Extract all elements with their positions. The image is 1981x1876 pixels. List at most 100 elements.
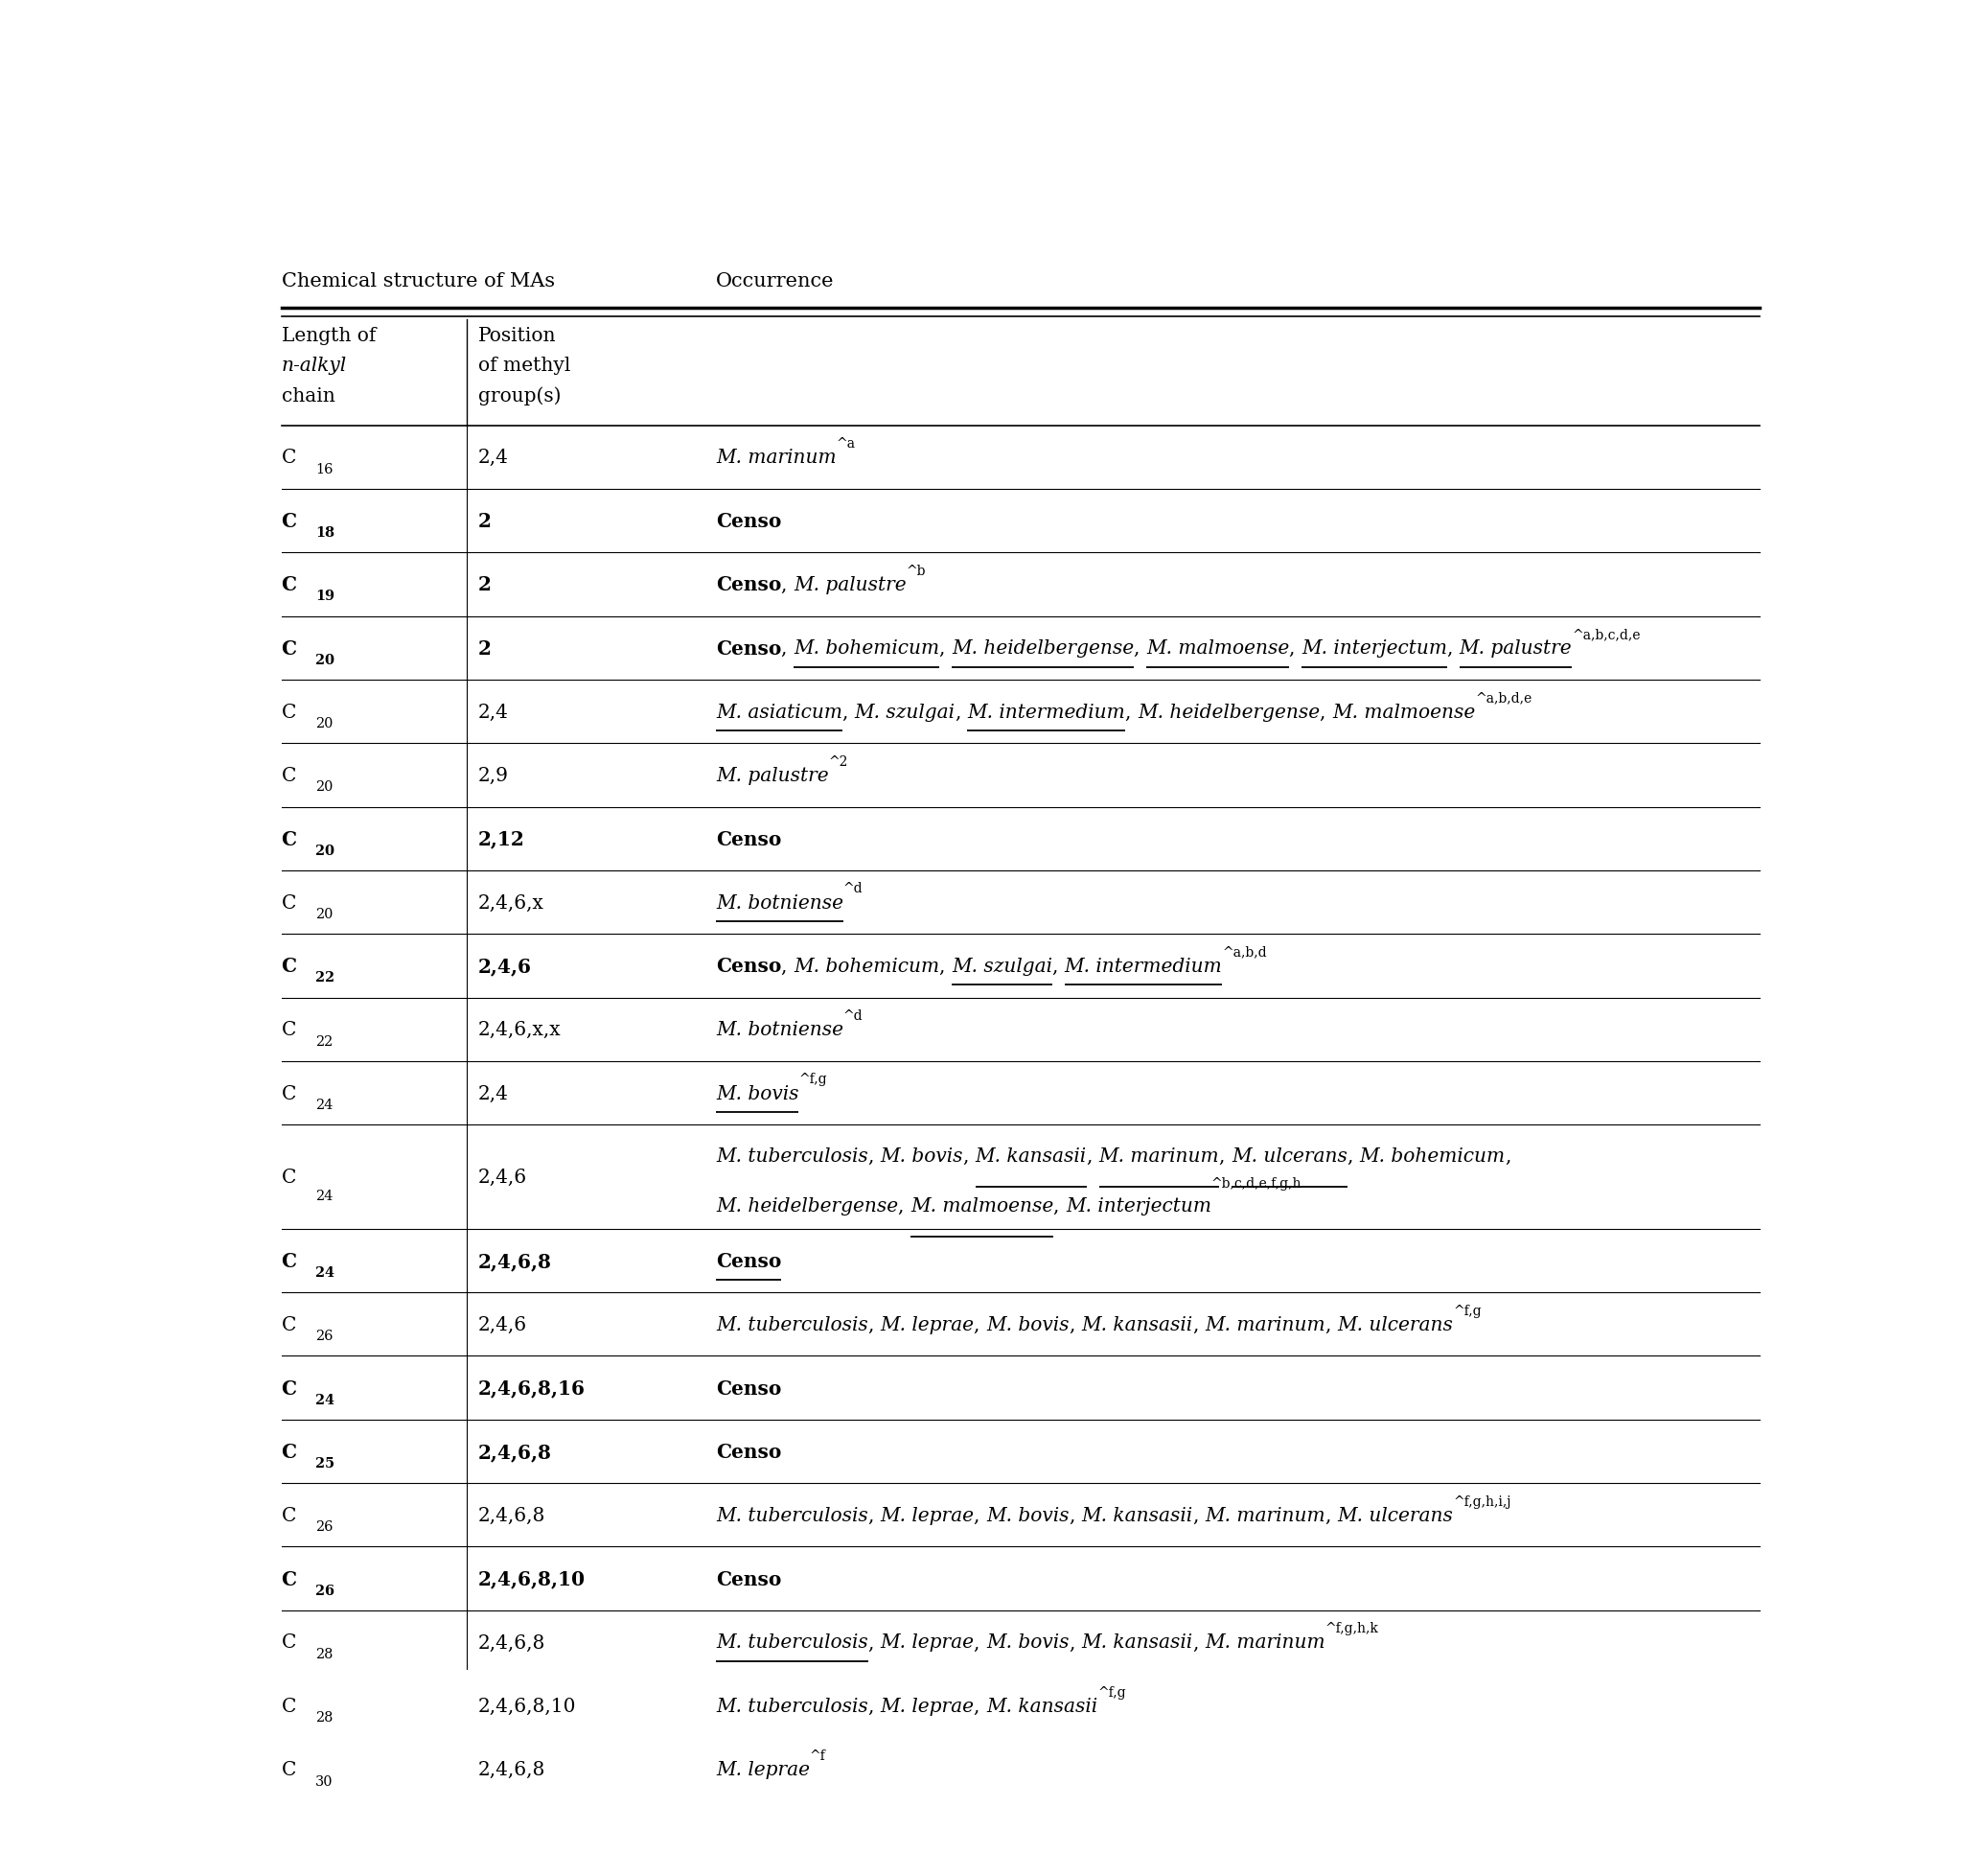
Text: M. leprae: M. leprae (880, 1506, 975, 1523)
Text: C: C (281, 576, 297, 595)
Text: M. leprae: M. leprae (880, 1696, 975, 1715)
Text: C: C (281, 1506, 295, 1523)
Text: M. malmoense: M. malmoense (1147, 640, 1290, 657)
Text: 20: 20 (315, 653, 335, 666)
Text: ,: , (939, 957, 951, 976)
Text: 2,4,6,8: 2,4,6,8 (477, 1506, 545, 1523)
Text: C: C (281, 704, 295, 720)
Text: 2,4: 2,4 (477, 1084, 509, 1103)
Text: ,: , (868, 1634, 880, 1651)
Text: Censo: Censo (715, 576, 781, 595)
Text: ,: , (1193, 1315, 1204, 1334)
Text: M. bovis: M. bovis (987, 1506, 1070, 1523)
Text: 2: 2 (477, 640, 491, 658)
Text: 2,4,6: 2,4,6 (477, 957, 531, 976)
Text: 2,4,6,8,10: 2,4,6,8,10 (477, 1696, 576, 1715)
Text: ,: , (1125, 704, 1137, 720)
Text: 24: 24 (315, 1392, 335, 1407)
Text: M. kansasii: M. kansasii (987, 1696, 1097, 1715)
Text: ,: , (1054, 1197, 1066, 1216)
Text: ^f,g: ^f,g (798, 1073, 828, 1086)
Text: 2,12: 2,12 (477, 829, 525, 848)
Text: ,: , (1070, 1506, 1082, 1523)
Text: M. marinum: M. marinum (1204, 1506, 1325, 1523)
Text: ^f: ^f (810, 1748, 826, 1762)
Text: 2: 2 (477, 512, 491, 531)
Text: ^f,g: ^f,g (1097, 1685, 1125, 1698)
Text: C: C (281, 1568, 297, 1589)
Text: M. tuberculosis: M. tuberculosis (715, 1506, 868, 1523)
Text: 20: 20 (315, 717, 333, 730)
Text: ,: , (868, 1506, 880, 1523)
Text: 2: 2 (477, 576, 491, 595)
Text: 25: 25 (315, 1456, 335, 1469)
Text: M. botniense: M. botniense (715, 1021, 844, 1039)
Text: C: C (281, 1696, 295, 1715)
Text: M. palustre: M. palustre (794, 576, 907, 595)
Text: 24: 24 (315, 1097, 333, 1111)
Text: ,: , (842, 704, 854, 720)
Text: M. interjectum: M. interjectum (1302, 640, 1446, 657)
Text: M. ulcerans: M. ulcerans (1232, 1146, 1347, 1165)
Text: Censo: Censo (715, 1443, 781, 1461)
Text: ,: , (1070, 1634, 1082, 1651)
Text: ,: , (781, 957, 794, 976)
Text: ,: , (1325, 1506, 1337, 1523)
Text: ,: , (975, 1315, 987, 1334)
Text: chain: chain (281, 386, 335, 405)
Text: C: C (281, 1315, 295, 1334)
Text: C: C (281, 1379, 297, 1398)
Text: M. palustre: M. palustre (715, 767, 828, 784)
Text: C: C (281, 829, 297, 848)
Text: C: C (281, 893, 295, 912)
Text: ^2: ^2 (828, 754, 848, 767)
Text: 2,9: 2,9 (477, 767, 509, 784)
Text: 2,4,6,8: 2,4,6,8 (477, 1251, 553, 1270)
Text: Occurrence: Occurrence (715, 272, 834, 291)
Text: M. marinum: M. marinum (1204, 1315, 1325, 1334)
Text: C: C (281, 957, 297, 976)
Text: 28: 28 (315, 1711, 333, 1724)
Text: ,: , (868, 1315, 880, 1334)
Text: M. tuberculosis: M. tuberculosis (715, 1696, 868, 1715)
Text: M. kansasii: M. kansasii (1082, 1634, 1193, 1651)
Text: Censo: Censo (715, 512, 781, 531)
Text: ,: , (939, 640, 951, 657)
Text: 2,4,6,x: 2,4,6,x (477, 893, 545, 912)
Text: M. palustre: M. palustre (1460, 640, 1573, 657)
Text: M. kansasii: M. kansasii (1082, 1506, 1193, 1523)
Text: ^f,g: ^f,g (1454, 1304, 1482, 1317)
Text: 2,4,6,8,10: 2,4,6,8,10 (477, 1568, 584, 1589)
Text: M. bovis: M. bovis (987, 1634, 1070, 1651)
Text: M. tuberculosis: M. tuberculosis (715, 1146, 868, 1165)
Text: ,: , (1347, 1146, 1359, 1165)
Text: 30: 30 (315, 1775, 333, 1788)
Text: ,: , (1070, 1315, 1082, 1334)
Text: M. bohemicum: M. bohemicum (1359, 1146, 1506, 1165)
Text: ,: , (1133, 640, 1147, 657)
Text: Chemical structure of MAs: Chemical structure of MAs (281, 272, 555, 291)
Text: Length of: Length of (281, 326, 376, 345)
Text: 19: 19 (315, 589, 335, 602)
Text: ,: , (955, 704, 967, 720)
Text: ,: , (1319, 704, 1331, 720)
Text: 28: 28 (315, 1647, 333, 1660)
Text: 20: 20 (315, 844, 335, 857)
Text: ,: , (1506, 1146, 1512, 1165)
Text: M. heidelbergense: M. heidelbergense (951, 640, 1133, 657)
Text: M. marinum: M. marinum (1204, 1634, 1325, 1651)
Text: C: C (281, 1760, 295, 1778)
Text: Censo: Censo (715, 640, 781, 658)
Text: ^b,c,d,e,f,g,h: ^b,c,d,e,f,g,h (1210, 1176, 1302, 1189)
Text: C: C (281, 512, 297, 531)
Text: M. malmoense: M. malmoense (1331, 704, 1476, 720)
Text: ,: , (1088, 1146, 1099, 1165)
Text: ,: , (897, 1197, 911, 1216)
Text: M. asiaticum: M. asiaticum (715, 704, 842, 720)
Text: ,: , (781, 576, 794, 595)
Text: M. leprae: M. leprae (880, 1315, 975, 1334)
Text: ,: , (1193, 1506, 1204, 1523)
Text: 24: 24 (315, 1266, 335, 1279)
Text: 2,4,6,x,x: 2,4,6,x,x (477, 1021, 561, 1039)
Text: M. tuberculosis: M. tuberculosis (715, 1634, 868, 1651)
